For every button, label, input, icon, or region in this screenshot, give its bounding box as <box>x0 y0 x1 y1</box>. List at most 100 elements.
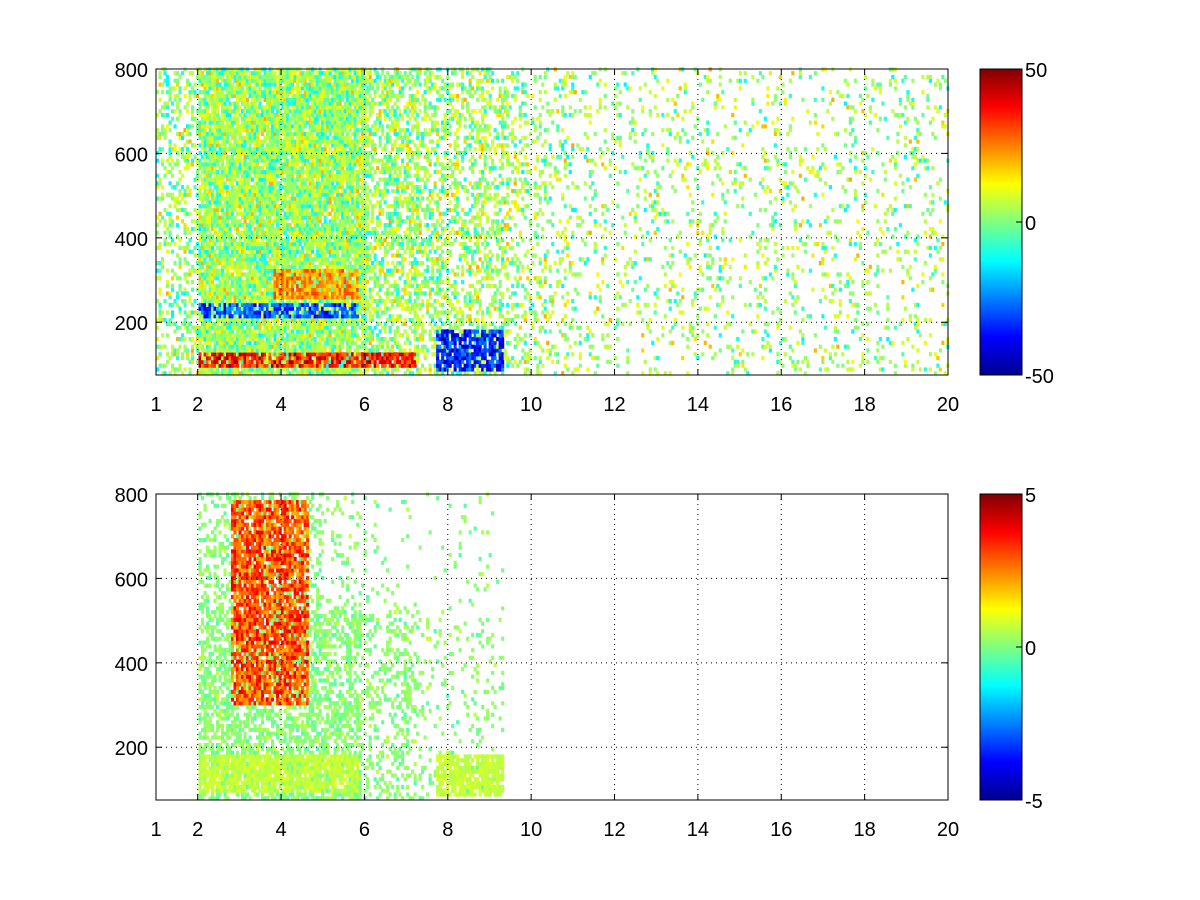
heatmap-cell <box>343 74 347 80</box>
heatmap-cell <box>248 344 252 349</box>
heatmap-cell <box>168 93 172 99</box>
heatmap-cell <box>296 363 300 368</box>
heatmap-cell <box>251 280 255 285</box>
heatmap-cell <box>291 147 295 152</box>
heatmap-cell <box>318 154 322 159</box>
heatmap-cell <box>218 245 222 250</box>
heatmap-cell <box>296 226 300 232</box>
heatmap-cell <box>316 173 320 178</box>
heatmap-cell <box>336 257 340 262</box>
heatmap-cell <box>338 352 342 357</box>
heatmap-cell <box>276 291 280 296</box>
heatmap-cell <box>278 196 282 201</box>
heatmap-cell <box>251 71 255 76</box>
heatmap-cell <box>313 291 317 296</box>
heatmap-cell <box>228 116 232 121</box>
heatmap-cell <box>258 302 262 307</box>
heatmap-cell <box>336 97 340 102</box>
heatmap-cell <box>281 90 285 95</box>
heatmap-cell <box>316 192 320 197</box>
heatmap-cell <box>271 105 275 110</box>
heatmap-cell <box>276 314 280 319</box>
heatmap-cell <box>313 173 317 178</box>
heatmap-cell <box>293 150 297 156</box>
heatmap-cell <box>198 78 202 83</box>
heatmap-cell <box>271 344 275 349</box>
heatmap-cell <box>208 234 212 239</box>
heatmap-cell <box>173 367 177 372</box>
heatmap-cell <box>298 238 302 243</box>
heatmap-cell <box>351 310 355 315</box>
heatmap-cell <box>233 93 237 99</box>
heatmap-cell <box>313 268 317 273</box>
heatmap-cell <box>296 173 300 178</box>
heatmap-cell <box>231 101 235 106</box>
heatmap-cell <box>248 78 252 83</box>
heatmap-cell <box>351 196 355 201</box>
heatmap-cell <box>291 90 295 95</box>
heatmap-cell <box>241 166 245 171</box>
heatmap-cell <box>333 139 337 144</box>
heatmap-cell <box>288 295 292 300</box>
heatmap-cell <box>246 234 250 239</box>
heatmap-cell <box>261 291 265 296</box>
heatmap-cell <box>221 196 225 201</box>
heatmap-cell <box>338 272 342 277</box>
heatmap-cell <box>221 112 225 118</box>
heatmap-cell <box>241 139 245 144</box>
heatmap-cell <box>223 101 227 106</box>
heatmap-cell <box>198 318 202 323</box>
heatmap-cell <box>228 105 232 110</box>
heatmap-cell <box>336 120 340 125</box>
heatmap-cell <box>228 371 232 376</box>
heatmap-cell <box>231 340 235 345</box>
heatmap-cell <box>308 109 312 114</box>
heatmap-cell <box>311 90 315 95</box>
heatmap-cell <box>253 192 257 197</box>
heatmap-cell <box>271 333 275 338</box>
heatmap-cell <box>198 192 202 197</box>
heatmap-cell <box>321 78 325 83</box>
heatmap-cell <box>283 219 287 224</box>
heatmap-cell <box>173 93 177 99</box>
heatmap-cell <box>226 139 230 144</box>
heatmap-cell <box>221 245 225 250</box>
heatmap-cell <box>288 143 292 148</box>
heatmap-cell <box>203 230 207 235</box>
heatmap-cell <box>326 74 330 80</box>
heatmap-cell <box>331 280 335 285</box>
heatmap-cell <box>303 325 307 330</box>
heatmap-cell <box>303 291 307 296</box>
heatmap-cell <box>201 318 205 323</box>
heatmap-cell <box>196 310 200 315</box>
heatmap-cell <box>333 93 337 99</box>
heatmap-cell <box>328 109 332 114</box>
heatmap-cell <box>236 196 240 201</box>
heatmap-cell <box>331 268 335 273</box>
heatmap-cell <box>263 204 267 209</box>
heatmap-cell <box>281 253 285 258</box>
heatmap-cell <box>236 166 240 171</box>
heatmap-cell <box>306 101 310 106</box>
heatmap-cell <box>216 97 220 102</box>
heatmap-cell <box>171 158 175 163</box>
heatmap-cell <box>341 257 345 262</box>
heatmap-cell <box>288 245 292 250</box>
heatmap-cell <box>323 356 327 361</box>
heatmap-cell <box>303 238 307 243</box>
heatmap-cell <box>348 158 352 163</box>
heatmap-cell <box>336 283 340 288</box>
heatmap-cell <box>171 348 175 353</box>
heatmap-cell <box>326 223 330 228</box>
heatmap-cell <box>288 223 292 228</box>
heatmap-cell <box>286 306 290 311</box>
heatmap-cell <box>298 139 302 144</box>
heatmap-cell <box>273 116 277 121</box>
heatmap-cell <box>341 242 345 247</box>
heatmap-cell <box>351 314 355 319</box>
heatmap-cell <box>348 302 352 307</box>
heatmap-cell <box>268 105 272 110</box>
heatmap-cell <box>286 162 290 167</box>
heatmap-cell <box>316 299 320 304</box>
heatmap-cell <box>338 291 342 296</box>
